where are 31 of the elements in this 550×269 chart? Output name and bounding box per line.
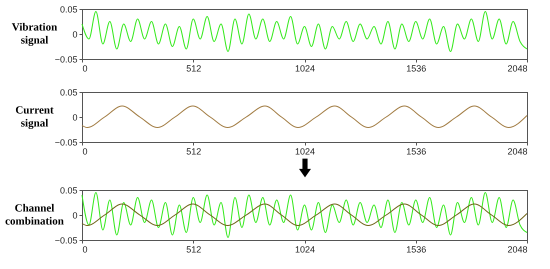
x-tick-label: 1024 [294,146,316,156]
y-tick-label: 0 [72,210,78,220]
y-tick-label: 0 [72,112,78,122]
x-tick-label: 0 [82,244,88,254]
y-tick-label: −0.05 [54,54,78,64]
y-axis-title: Channel combination [5,202,64,228]
line-series [82,192,528,238]
y-tick-label: −0.05 [54,236,78,246]
x-tick-label: 1536 [406,64,426,74]
x-tick-label: 1024 [294,64,316,74]
line-series [82,106,528,128]
line-series [82,204,528,226]
x-tick-label: 2048 [507,64,528,74]
y-tick-label: 0.05 [60,88,78,98]
y-axis-title: Vibration signal [12,22,58,46]
x-tick-label: 1536 [406,146,426,156]
x-tick-label: 512 [186,64,202,74]
x-tick-label: 0 [82,146,88,156]
y-tick-label: 0.05 [60,4,78,14]
y-tick-label: 0.05 [60,186,78,196]
x-tick-label: 512 [186,244,202,254]
line-series [82,11,528,52]
y-tick-label: −0.05 [54,138,78,148]
y-axis-title: Current signal [15,104,54,130]
x-tick-label: 2048 [507,146,528,156]
x-tick-label: 1536 [406,244,426,254]
x-tick-label: 1024 [294,244,316,254]
x-tick-label: 0 [82,64,88,74]
y-tick-label: 0 [72,30,78,40]
x-tick-label: 2048 [507,244,528,254]
x-tick-label: 512 [186,146,202,156]
